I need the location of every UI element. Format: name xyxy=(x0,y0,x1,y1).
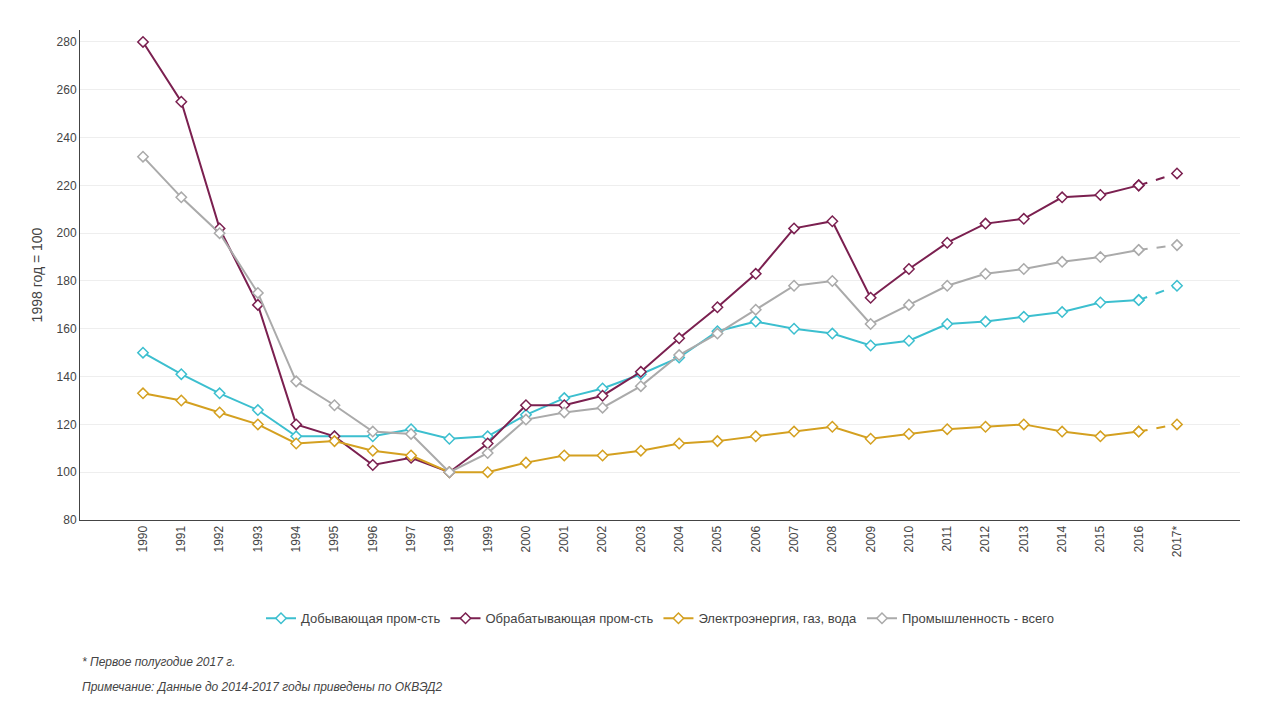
svg-text:Промышленность - всего: Промышленность - всего xyxy=(902,611,1054,626)
svg-text:Обрабатывающая пром-сть: Обрабатывающая пром-сть xyxy=(486,611,654,626)
svg-text:80: 80 xyxy=(63,513,77,527)
svg-text:1998: 1998 xyxy=(442,525,456,552)
svg-text:200: 200 xyxy=(57,226,77,240)
svg-text:1997: 1997 xyxy=(404,525,418,552)
svg-text:220: 220 xyxy=(57,179,77,193)
svg-text:160: 160 xyxy=(57,322,77,336)
svg-text:2013: 2013 xyxy=(1017,525,1031,552)
svg-text:2004: 2004 xyxy=(672,525,686,552)
svg-text:Добывающая пром-сть: Добывающая пром-сть xyxy=(301,611,441,626)
svg-text:2003: 2003 xyxy=(634,525,648,552)
svg-text:2017*: 2017* xyxy=(1170,525,1184,557)
svg-text:1993: 1993 xyxy=(251,525,265,552)
svg-text:2010: 2010 xyxy=(902,525,916,552)
svg-text:Электроэнергия, газ, вода: Электроэнергия, газ, вода xyxy=(698,611,857,626)
svg-text:1999: 1999 xyxy=(481,525,495,552)
svg-text:2011: 2011 xyxy=(940,525,954,551)
svg-text:180: 180 xyxy=(57,274,77,288)
svg-text:2005: 2005 xyxy=(710,525,724,552)
svg-text:140: 140 xyxy=(57,370,77,384)
svg-text:100: 100 xyxy=(57,465,77,479)
svg-text:120: 120 xyxy=(57,418,77,432)
svg-text:2016: 2016 xyxy=(1132,525,1146,552)
svg-text:2012: 2012 xyxy=(978,525,992,552)
svg-text:2014: 2014 xyxy=(1055,525,1069,552)
svg-text:1995: 1995 xyxy=(327,525,341,552)
svg-text:1991: 1991 xyxy=(174,525,188,552)
svg-text:2015: 2015 xyxy=(1093,525,1107,552)
svg-text:1994: 1994 xyxy=(289,525,303,552)
svg-text:2000: 2000 xyxy=(519,525,533,552)
svg-text:1998 год = 100: 1998 год = 100 xyxy=(29,227,45,322)
svg-text:* Первое полугодие 2017 г.: * Первое полугодие 2017 г. xyxy=(82,655,235,669)
svg-text:280: 280 xyxy=(57,35,77,49)
svg-text:2006: 2006 xyxy=(749,525,763,552)
svg-text:240: 240 xyxy=(57,131,77,145)
svg-text:2002: 2002 xyxy=(595,525,609,552)
svg-text:2001: 2001 xyxy=(557,525,571,552)
svg-text:2008: 2008 xyxy=(825,525,839,552)
svg-text:1996: 1996 xyxy=(366,525,380,552)
svg-text:2007: 2007 xyxy=(787,525,801,552)
svg-text:2009: 2009 xyxy=(864,525,878,552)
svg-text:1992: 1992 xyxy=(212,525,226,552)
svg-text:1990: 1990 xyxy=(136,525,150,552)
svg-text:Примечание: Данные до 2014-201: Примечание: Данные до 2014-2017 годы при… xyxy=(82,680,443,694)
svg-text:260: 260 xyxy=(57,83,77,97)
